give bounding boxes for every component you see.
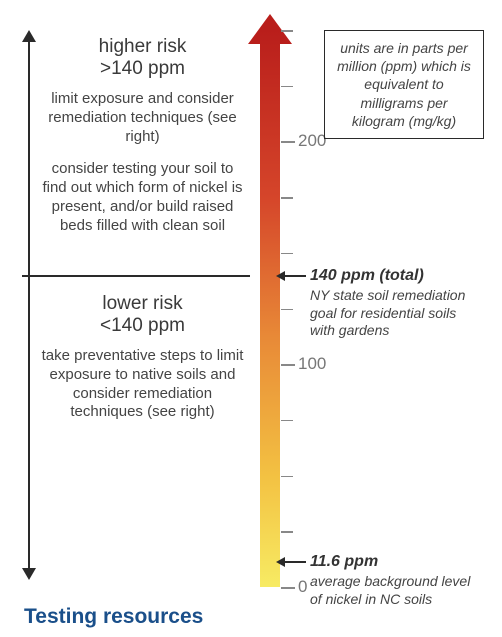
risk-divider: [22, 275, 250, 277]
annotation-arrow: [284, 561, 306, 563]
higher-para-1: limit exposure and consider remediation …: [40, 90, 245, 146]
scale-tick: [281, 587, 295, 589]
scale-tick: [281, 86, 293, 88]
higher-heading-line2: >140 ppm: [40, 58, 245, 80]
scale-tick: [281, 476, 293, 478]
lower-risk-heading: lower risk<140 ppm: [40, 293, 245, 337]
higher-risk-block: higher risk>140 ppm limit exposure and co…: [40, 36, 245, 249]
annotation-desc: average background level of nickel in NC…: [310, 573, 480, 608]
scale-tick: [281, 364, 295, 366]
scale-tick: [281, 197, 293, 199]
units-note: units are in parts per million (ppm) whi…: [324, 30, 484, 139]
scale-tick: [281, 30, 293, 32]
annotation-value: 11.6 ppm: [310, 553, 480, 571]
scale-tick: [281, 420, 293, 422]
scale-tick: [281, 141, 295, 143]
lower-para-1: take preventative steps to limit exposur…: [40, 347, 245, 422]
range-arrow: [22, 30, 23, 580]
scale-bar: [260, 30, 280, 587]
scale-tick-label: 200: [298, 131, 326, 151]
annotation-arrow: [284, 275, 306, 277]
scale-tick-label: 0: [298, 577, 307, 597]
higher-risk-heading: higher risk>140 ppm: [40, 36, 245, 80]
annotation: 11.6 ppm average background level of nick…: [310, 553, 480, 608]
scale-tick: [281, 309, 293, 311]
scale-tick: [281, 253, 293, 255]
annotation-desc: NY state soil remediation goal for resid…: [310, 287, 480, 340]
lower-heading-line2: <140 ppm: [40, 315, 245, 337]
lower-heading-line1: lower risk: [40, 293, 245, 315]
higher-para-2: consider testing your soil to find out w…: [40, 160, 245, 235]
higher-heading-line1: higher risk: [40, 36, 245, 58]
annotation-value: 140 ppm (total): [310, 267, 480, 285]
section-heading: Testing resources: [24, 605, 203, 629]
scale-tick-label: 100: [298, 354, 326, 374]
scale-tick: [281, 531, 293, 533]
lower-risk-block: lower risk<140 ppm take preventative step…: [40, 293, 245, 436]
annotation: 140 ppm (total) NY state soil remediation…: [310, 267, 480, 340]
